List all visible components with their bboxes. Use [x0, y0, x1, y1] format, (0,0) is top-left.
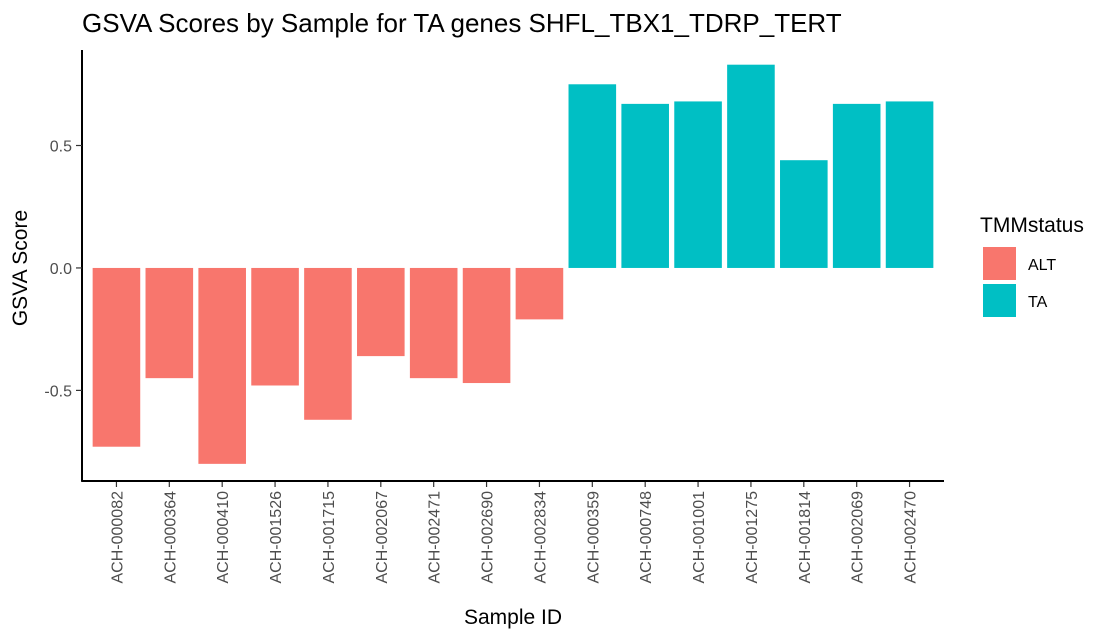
x-tick-label: ACH-001814	[797, 491, 814, 584]
x-axis-title: Sample ID	[464, 606, 562, 629]
legend-title: TMMstatus	[980, 214, 1084, 237]
legend-label-ta: TA	[1028, 294, 1048, 311]
x-tick-label: ACH-002067	[374, 491, 391, 584]
y-tick-label: 0.5	[50, 139, 72, 156]
bar-ach-002067	[357, 267, 405, 357]
bar-ach-000364	[145, 267, 194, 379]
bar-ach-001814	[780, 160, 828, 268]
x-tick-label: ACH-000359	[585, 491, 602, 584]
bar-ach-002470	[885, 101, 934, 268]
legend: TMMstatus ALT TA	[980, 214, 1084, 317]
bar-ach-002690	[462, 267, 511, 384]
x-tick-label: ACH-002690	[480, 491, 497, 584]
x-tick-label: ACH-002069	[850, 491, 867, 584]
legend-key-ta	[983, 284, 1016, 317]
legend-label-alt: ALT	[1028, 257, 1056, 274]
bar-ach-001001	[674, 101, 722, 268]
x-tick-label: ACH-001526	[268, 491, 285, 584]
bar-ach-000410	[198, 267, 246, 464]
bar-ach-001526	[251, 267, 299, 386]
legend-key-alt	[983, 247, 1016, 280]
bar-ach-000748	[621, 103, 669, 268]
x-tick-label: ACH-000748	[638, 491, 655, 584]
x-tick-label: ACH-000364	[162, 491, 179, 584]
x-tick-label: ACH-000410	[215, 491, 232, 584]
x-tick-label: ACH-002834	[532, 491, 549, 584]
x-tick-label: ACH-001715	[321, 491, 338, 584]
bar-ach-002069	[832, 103, 881, 268]
x-tick-label: ACH-002470	[903, 491, 920, 584]
bar-ach-001275	[727, 64, 775, 268]
bar-ach-002834	[515, 267, 564, 320]
x-tick-label: ACH-001001	[691, 491, 708, 584]
y-axis-title: GSVA Score	[9, 210, 32, 326]
x-tick-label: ACH-002471	[427, 491, 444, 584]
x-tick-label: ACH-001275	[744, 491, 761, 584]
y-tick-label: -0.5	[44, 383, 72, 400]
bar-ach-000082	[92, 267, 141, 447]
bar-ach-001715	[304, 267, 352, 420]
x-tick-label: ACH-000082	[109, 491, 126, 584]
bars-group	[92, 64, 934, 464]
chart-title: GSVA Scores by Sample for TA genes SHFL_…	[82, 8, 842, 38]
y-tick-label: 0.0	[50, 261, 72, 278]
axes-group	[76, 50, 944, 487]
y-tick-labels: -0.5 0.0 0.5	[44, 139, 72, 401]
x-tick-labels: ACH-000082 ACH-000364 ACH-000410 ACH-001526…	[109, 491, 919, 584]
bar-ach-002471	[409, 267, 458, 379]
bar-ach-000359	[568, 84, 617, 268]
